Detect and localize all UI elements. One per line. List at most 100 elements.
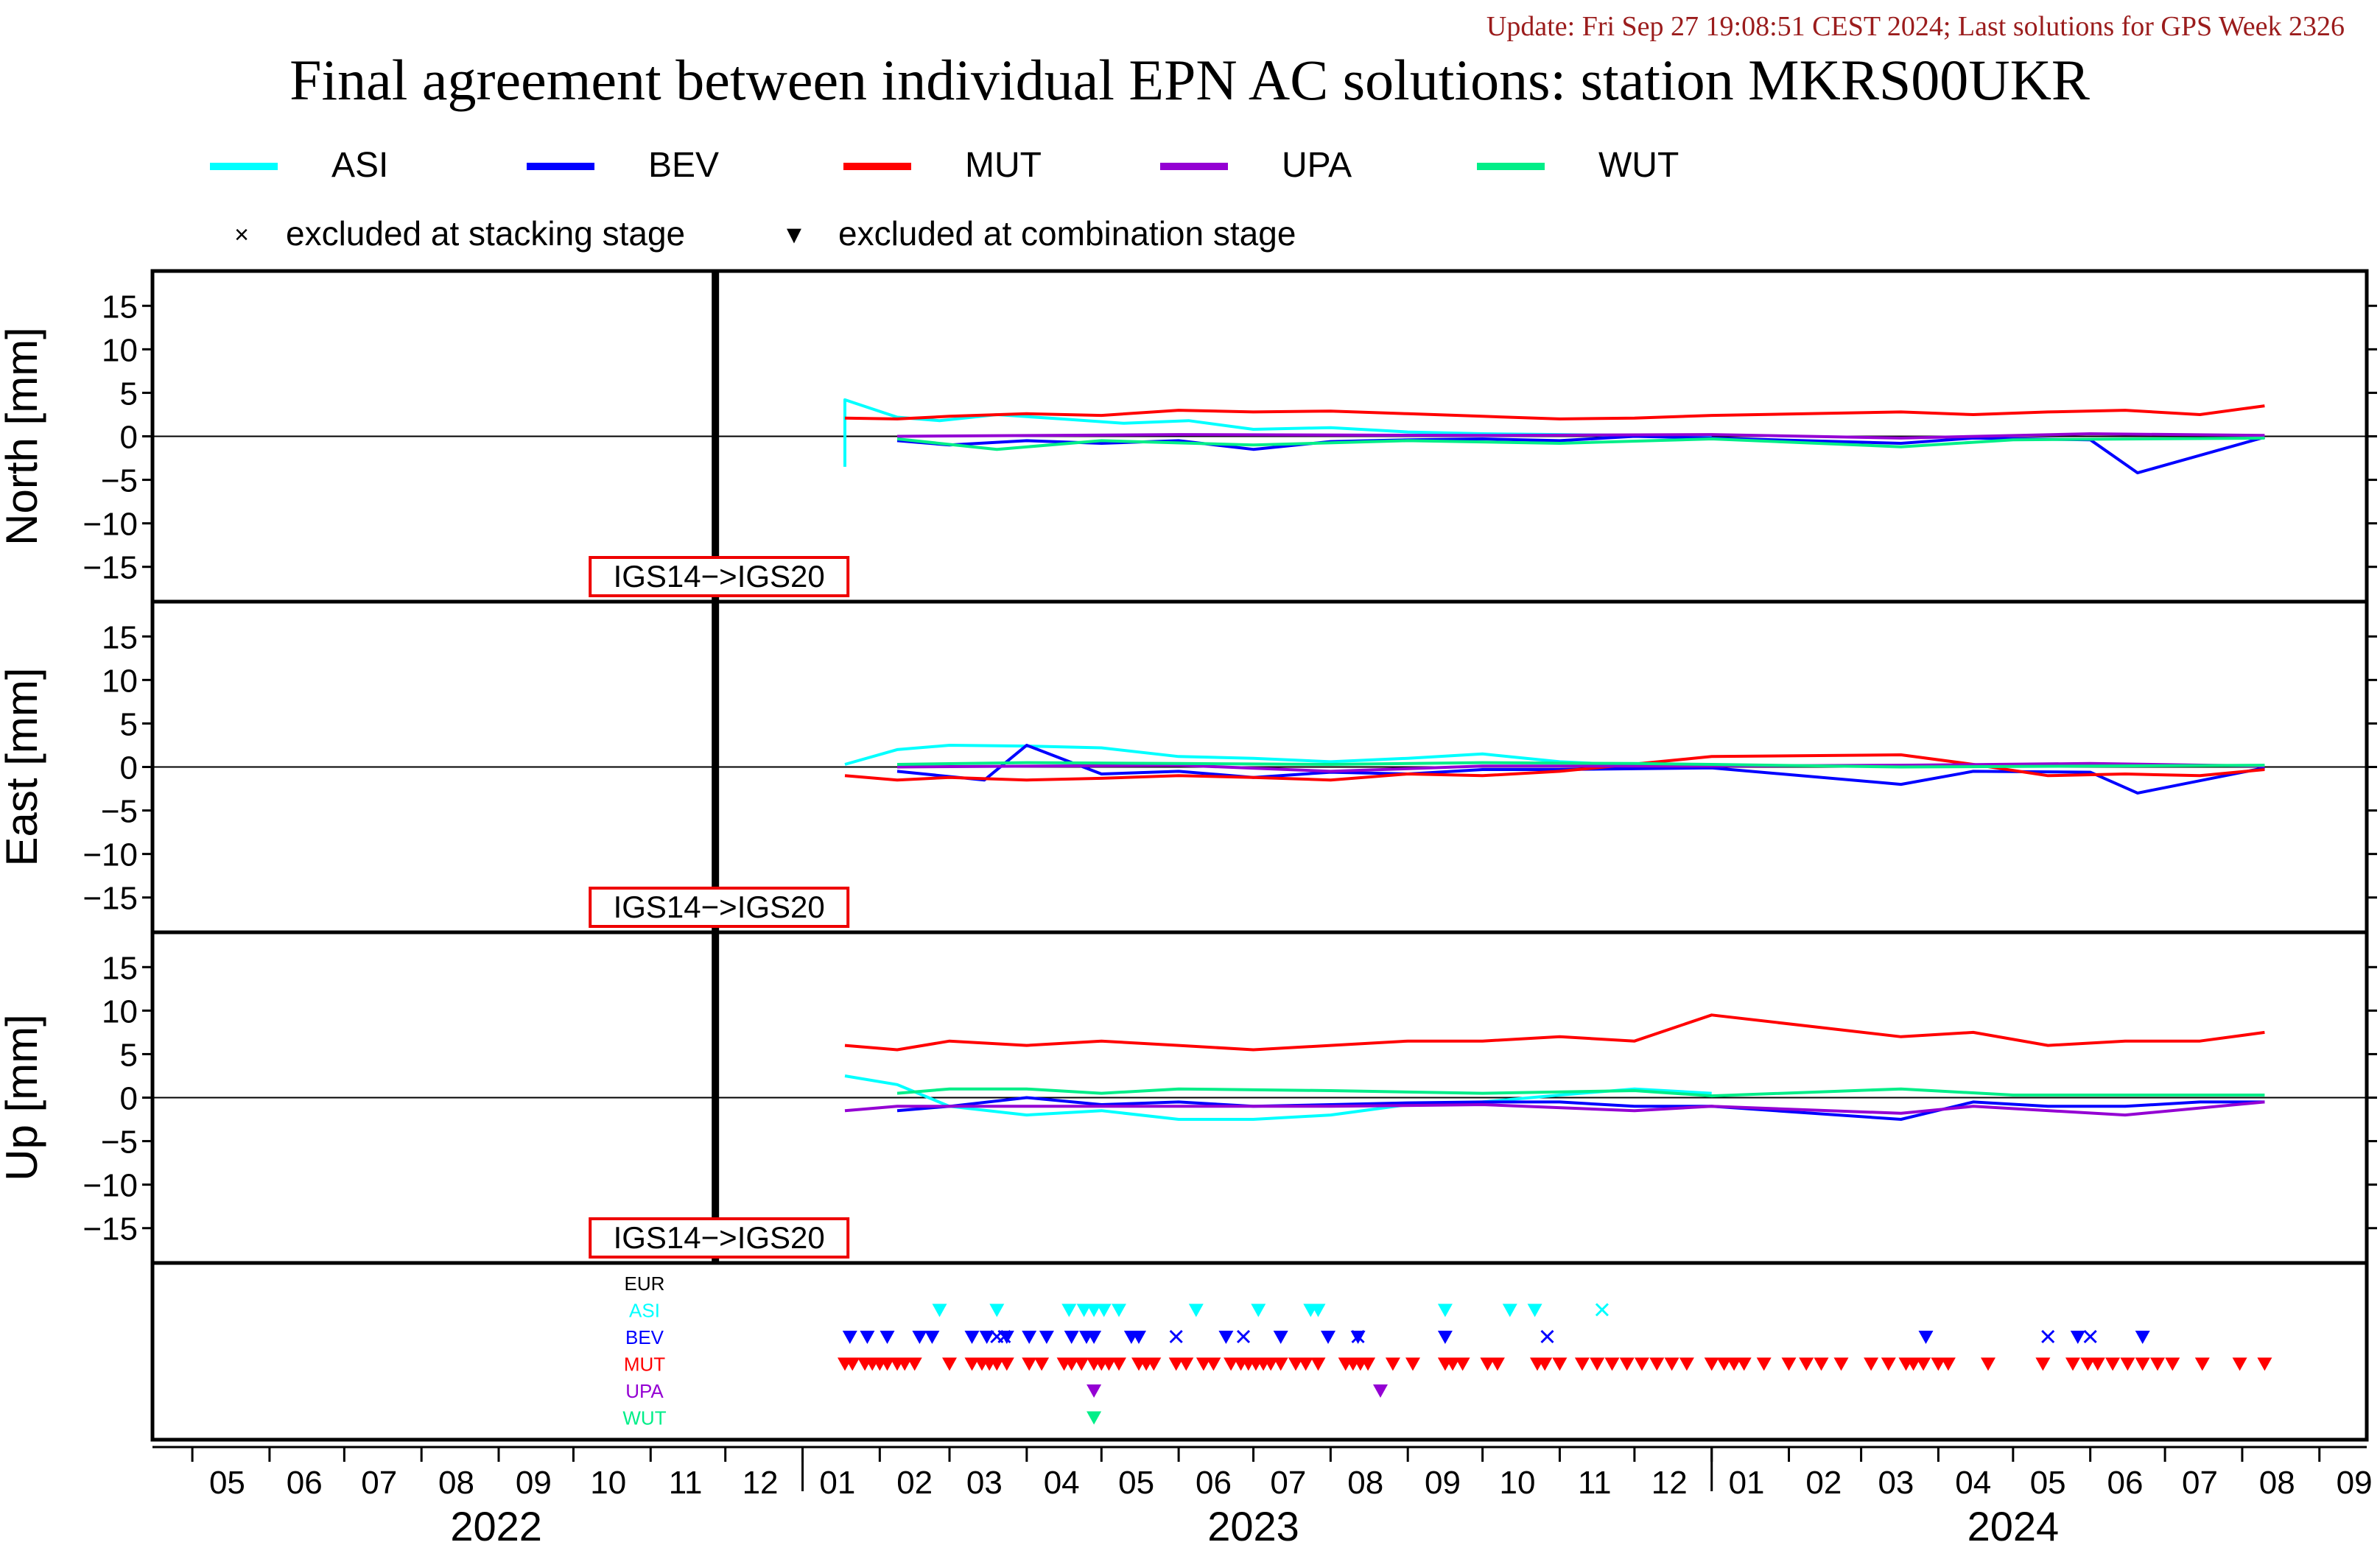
combination-exclusion-marker bbox=[1034, 1357, 1050, 1371]
x-month-label: 12 bbox=[1651, 1465, 1688, 1501]
combination-exclusion-marker bbox=[2135, 1357, 2150, 1371]
combination-exclusion-marker bbox=[1385, 1357, 1400, 1371]
combination-exclusion-marker bbox=[999, 1357, 1014, 1371]
y-axis-label: North [mm] bbox=[0, 327, 46, 546]
combination-exclusion-marker bbox=[1679, 1357, 1694, 1371]
plot-area: 15 10 5 0 −5 −10 −15 North [mm] IGS14−>IGS20 15 10… bbox=[0, 269, 2377, 1545]
combination-exclusion-marker bbox=[1756, 1357, 1772, 1371]
combination-exclusion-marker bbox=[1814, 1357, 1829, 1371]
combination-exclusion-marker bbox=[1574, 1357, 1590, 1371]
combination-exclusion-marker bbox=[989, 1303, 1005, 1317]
combination-exclusion-marker bbox=[1039, 1331, 1054, 1344]
y-axis-label: East [mm] bbox=[0, 667, 46, 866]
combination-exclusion-marker bbox=[1455, 1357, 1470, 1371]
y-tick-label: 5 bbox=[120, 1037, 138, 1073]
y-tick-label: −5 bbox=[101, 794, 138, 830]
combination-exclusion-marker bbox=[1940, 1357, 1956, 1371]
combination-exclusion-marker bbox=[1188, 1303, 1204, 1317]
y-tick-label: −15 bbox=[83, 881, 138, 917]
combination-exclusion-marker bbox=[1727, 1357, 1742, 1371]
x-month-label: 03 bbox=[1878, 1465, 1914, 1501]
x-month-label: 04 bbox=[1955, 1465, 1991, 1501]
combination-exclusion-marker bbox=[1087, 1411, 1102, 1425]
update-text: Update: Fri Sep 27 19:08:51 CEST 2024; L… bbox=[1486, 11, 2345, 42]
combination-exclusion-marker bbox=[1590, 1357, 1605, 1371]
combination-exclusion-marker bbox=[1112, 1303, 1126, 1317]
y-tick-label: 15 bbox=[102, 289, 138, 325]
legend-label-upa: UPA bbox=[1282, 146, 1352, 185]
combination-exclusion-marker bbox=[1321, 1331, 1335, 1344]
stacking-exclusion-marker bbox=[1236, 1329, 1251, 1344]
y-tick-label: −10 bbox=[83, 837, 138, 873]
combination-exclusion-marker bbox=[842, 1331, 857, 1344]
x-month-label: 11 bbox=[669, 1465, 703, 1501]
combination-exclusion-marker bbox=[1373, 1384, 1388, 1398]
combination-exclusion-marker bbox=[2194, 1357, 2210, 1371]
stacking-exclusion-marker bbox=[1595, 1303, 1609, 1317]
combination-exclusion-marker bbox=[1445, 1357, 1461, 1371]
combination-exclusion-marker bbox=[1527, 1303, 1542, 1317]
x-month-label: 09 bbox=[516, 1465, 552, 1501]
combination-exclusion-marker bbox=[964, 1357, 980, 1371]
combination-exclusion-marker bbox=[2135, 1331, 2150, 1344]
legend-label-asi: ASI bbox=[331, 146, 388, 185]
combination-exclusion-marker bbox=[1781, 1357, 1797, 1371]
combination-exclusion-marker bbox=[2232, 1357, 2247, 1371]
combination-exclusion-marker bbox=[1635, 1357, 1649, 1371]
combination-exclusion-marker bbox=[1437, 1303, 1453, 1317]
exclusion-row-label-eur: EUR bbox=[625, 1273, 665, 1295]
x-month-label: 06 bbox=[287, 1465, 323, 1501]
frame-change-label: IGS14−>IGS20 bbox=[614, 559, 825, 594]
x-month-label: 02 bbox=[1805, 1465, 1842, 1501]
combination-exclusion-marker bbox=[1263, 1357, 1279, 1371]
x-month-label: 02 bbox=[896, 1465, 933, 1501]
stacking-exclusion-marker bbox=[2083, 1329, 2097, 1344]
combination-exclusion-marker bbox=[2105, 1357, 2121, 1371]
combination-exclusion-marker bbox=[1288, 1357, 1303, 1371]
combination-exclusion-marker bbox=[1704, 1357, 1719, 1371]
combination-exclusion-marker bbox=[1881, 1357, 1896, 1371]
panel-0: 15 10 5 0 −5 −10 −15 North [mm] IGS14−>IGS20 bbox=[0, 269, 2377, 604]
combination-exclusion-marker bbox=[1489, 1357, 1505, 1371]
x-axis: 05 06 07 08 09 10 11 12 01 02 03 04 05 06 07 08 09 10 11 12… bbox=[152, 1446, 2373, 1545]
combination-exclusion-marker bbox=[897, 1357, 913, 1371]
x-month-label: 08 bbox=[1347, 1465, 1383, 1501]
combination-exclusion-marker bbox=[1096, 1303, 1112, 1317]
series-mut bbox=[844, 404, 2265, 420]
y-tick-label: 10 bbox=[102, 993, 138, 1030]
x-month-label: 11 bbox=[1578, 1465, 1612, 1501]
x-month-label: 04 bbox=[1044, 1465, 1080, 1501]
x-month-label: 05 bbox=[209, 1465, 245, 1501]
combination-exclusion-marker bbox=[2120, 1357, 2135, 1371]
exclusions-frame bbox=[150, 1261, 2369, 1442]
frame-change-label: IGS14−>IGS20 bbox=[614, 1220, 825, 1255]
series-wut bbox=[896, 1087, 2265, 1098]
panel-2: 15 10 5 0 −5 −10 −15 Up [mm] IGS14−>IGS20 bbox=[0, 930, 2377, 1265]
combination-exclusion-marker bbox=[2090, 1357, 2105, 1371]
combination-exclusion-marker bbox=[1146, 1357, 1162, 1371]
combination-exclusion-marker bbox=[1087, 1303, 1102, 1317]
series-mut bbox=[844, 753, 2265, 782]
series-wut bbox=[896, 436, 2265, 451]
combination-exclusion-marker bbox=[1981, 1357, 1995, 1371]
combination-exclusion-marker bbox=[2257, 1357, 2272, 1371]
combination-exclusion-marker bbox=[1916, 1357, 1931, 1371]
combination-exclusion-marker bbox=[1101, 1357, 1117, 1371]
panel-1: 15 10 5 0 −5 −10 −15 East [mm] IGS14−>IGS20 bbox=[0, 599, 2377, 935]
stacking-exclusion-marker bbox=[1351, 1329, 1365, 1344]
combination-exclusion-marker bbox=[907, 1357, 922, 1371]
combination-exclusion-marker bbox=[1552, 1357, 1568, 1371]
combination-exclusion-marker bbox=[1502, 1303, 1517, 1317]
combination-exclusion-marker bbox=[1664, 1357, 1679, 1371]
combination-exclusion-marker bbox=[1619, 1357, 1635, 1371]
y-tick-label: 10 bbox=[102, 332, 138, 368]
combination-exclusion-marker bbox=[1405, 1357, 1420, 1371]
x-month-label: 08 bbox=[438, 1465, 474, 1501]
legend-label-bev: BEV bbox=[648, 146, 719, 185]
stacking-exclusion-marker bbox=[997, 1329, 1011, 1344]
frame-change-label: IGS14−>IGS20 bbox=[614, 890, 825, 924]
series-upa bbox=[896, 761, 2265, 773]
combination-exclusion-marker bbox=[1022, 1357, 1037, 1371]
y-tick-label: 5 bbox=[120, 376, 138, 412]
